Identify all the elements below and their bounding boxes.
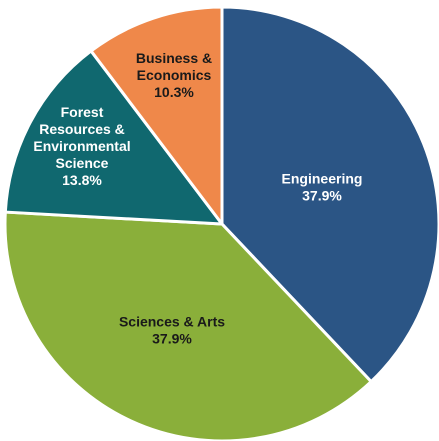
slices-layer [3, 5, 439, 441]
pie-slice-engineering [220, 5, 439, 384]
pie-slice-business-and-economics [89, 5, 224, 226]
pie-slice-sciences-and-arts [3, 210, 373, 441]
slice-category-label: Economics [137, 67, 212, 83]
slice-category-label: Science [56, 155, 109, 171]
slice-category-label: Business & [136, 50, 212, 66]
slice-value-label: 13.8% [62, 172, 102, 188]
slice-category-label: Environmental [33, 138, 130, 154]
slice-value-label: 37.9% [152, 331, 192, 347]
slice-category-label: Resources & [39, 121, 125, 137]
slice-value-label: 37.9% [302, 188, 342, 204]
pie-slice-forest-resources-and-environmental-science [3, 49, 224, 226]
slice-category-label: Engineering [282, 171, 363, 187]
slice-category-label: Forest [61, 104, 104, 120]
slice-value-label: 10.3% [154, 84, 194, 100]
slice-category-label: Sciences & Arts [119, 314, 225, 330]
